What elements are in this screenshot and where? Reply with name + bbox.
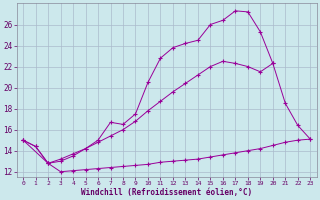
X-axis label: Windchill (Refroidissement éolien,°C): Windchill (Refroidissement éolien,°C) xyxy=(81,188,252,197)
